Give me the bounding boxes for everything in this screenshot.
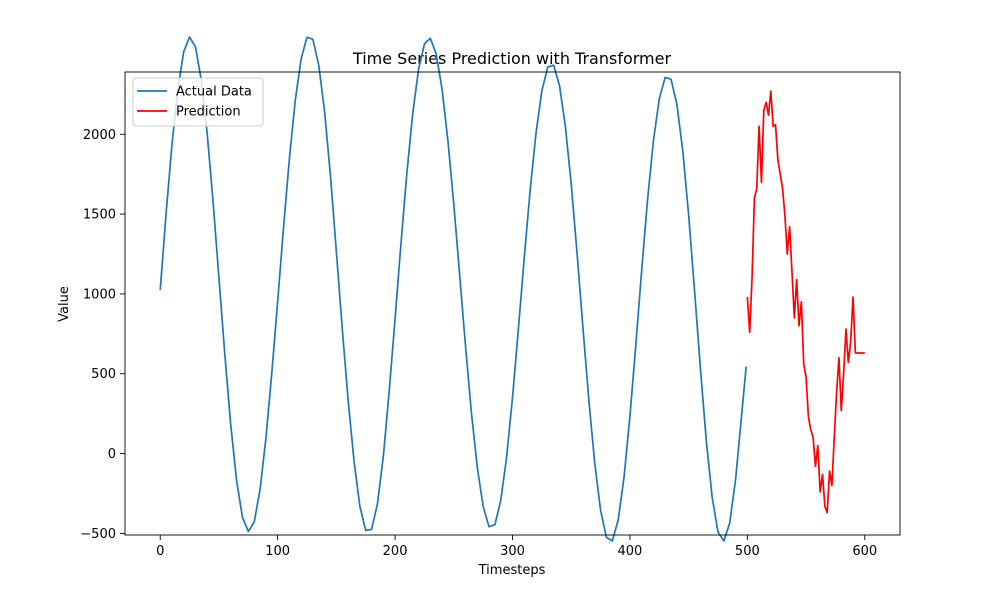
y-tick-label: 0 (108, 447, 116, 462)
legend-box (132, 77, 264, 127)
x-tick-label: 0 (156, 544, 164, 559)
x-tick-label: 200 (383, 544, 408, 559)
plot-area: 0 100 200 300 400 500 600 −500 0 500 1000 1500 2000 (80, 36, 901, 559)
legend-label-1: Prediction (176, 105, 241, 120)
x-tick-label: 300 (500, 544, 525, 559)
y-tick-label: 500 (91, 367, 116, 382)
legend: Actual Data Prediction (132, 77, 264, 127)
x-tick-label: 500 (735, 544, 760, 559)
x-axis-label: Timesteps (478, 563, 546, 578)
y-axis-label: Value (57, 286, 72, 322)
series-line-1 (746, 90, 865, 514)
legend-label-0: Actual Data (176, 85, 252, 100)
y-tick-label: 1500 (83, 208, 116, 223)
y-tick-label: 1000 (83, 287, 116, 302)
x-tick-label: 100 (265, 544, 290, 559)
y-tick-label: −500 (80, 527, 116, 542)
y-tick-label: 2000 (83, 128, 116, 143)
x-tick-label: 400 (618, 544, 643, 559)
x-tick-label: 600 (852, 544, 877, 559)
series-line-0 (159, 36, 748, 542)
chart-title: Time Series Prediction with Transformer (352, 49, 672, 68)
